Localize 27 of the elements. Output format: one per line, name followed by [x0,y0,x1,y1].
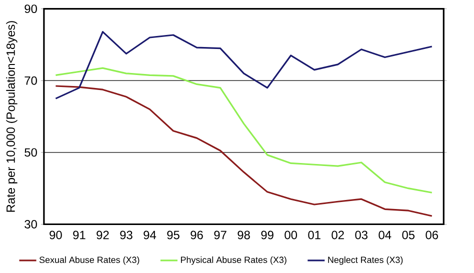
legend-label: Physical Abuse Rates (X3) [181,256,286,265]
x-tick-label: 01 [308,230,320,240]
line-series [54,85,433,217]
x-tick-label: 96 [190,230,203,240]
y-tick-label: 70 [24,76,37,85]
y-tick-label: 30 [24,220,37,228]
x-tick-label: 04 [378,230,392,240]
x-tick-label: 95 [167,230,180,240]
x-tick-label: 93 [120,230,132,240]
x-tick-label: 02 [332,230,344,240]
x-tick-label: 00 [284,230,298,240]
x-tick-label: 91 [73,230,86,240]
x-tick-label: 06 [426,230,438,240]
legend-label: Sexual Abuse Rates (X3) [39,256,140,265]
x-tick-label: 92 [96,230,109,240]
y-tick-label: 50 [24,148,37,157]
x-tick-label: 99 [261,230,274,240]
x-tick-label: 94 [144,230,156,240]
x-tick-label: 03 [355,230,368,240]
x-tick-label: 97 [214,230,226,240]
y-tick-label: 90 [24,4,37,14]
x-tick-label: 90 [50,230,62,240]
x-tick-label: 05 [402,230,415,240]
y-axis-title: Rate per 10,000 (Population<18yes) [6,21,18,212]
legend-label: Neglect Rates (X3) [328,256,403,265]
x-tick-label: 98 [238,230,250,240]
line-series [54,67,433,194]
